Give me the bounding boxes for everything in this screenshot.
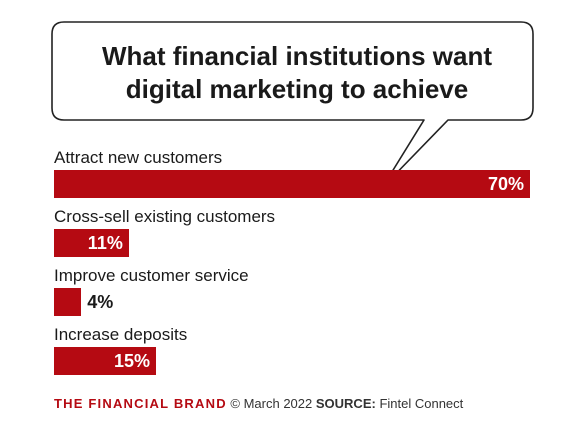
value-label: 4% — [87, 292, 114, 312]
source-label: SOURCE: — [315, 396, 376, 411]
speech-bubble — [51, 21, 534, 189]
footer-date: © March 2022 — [230, 396, 313, 411]
value-label: 70% — [488, 174, 525, 194]
bar — [54, 170, 530, 198]
category-label: Increase deposits — [54, 325, 188, 344]
bar — [54, 347, 156, 375]
value-label: 11% — [87, 233, 123, 253]
brand-name: THE FINANCIAL BRAND — [54, 396, 227, 411]
chart-title: What financial institutions want digital… — [102, 41, 492, 104]
speech-bubble-outline — [51, 21, 534, 189]
category-label: Attract new customers — [54, 148, 223, 167]
footer: THE FINANCIAL BRAND © March 2022 SOURCE:… — [54, 396, 463, 411]
value-label: 15% — [114, 351, 151, 371]
category-label: Improve customer service — [54, 266, 249, 285]
source-name: Fintel Connect — [379, 396, 464, 411]
bar — [54, 229, 129, 257]
bar — [54, 288, 82, 316]
category-label: Cross-sell existing customers — [54, 207, 276, 226]
